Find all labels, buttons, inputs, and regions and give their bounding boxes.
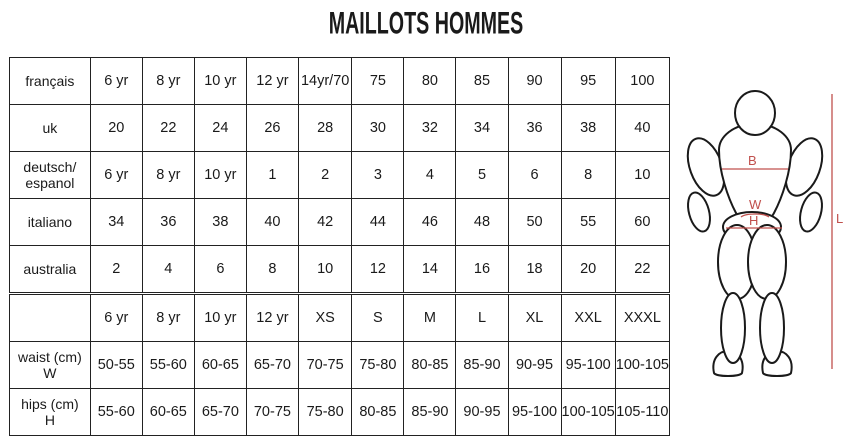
svg-text:L: L [836, 211, 843, 226]
svg-text:H: H [749, 213, 758, 228]
svg-text:B: B [748, 153, 757, 168]
svg-text:W: W [749, 197, 762, 212]
